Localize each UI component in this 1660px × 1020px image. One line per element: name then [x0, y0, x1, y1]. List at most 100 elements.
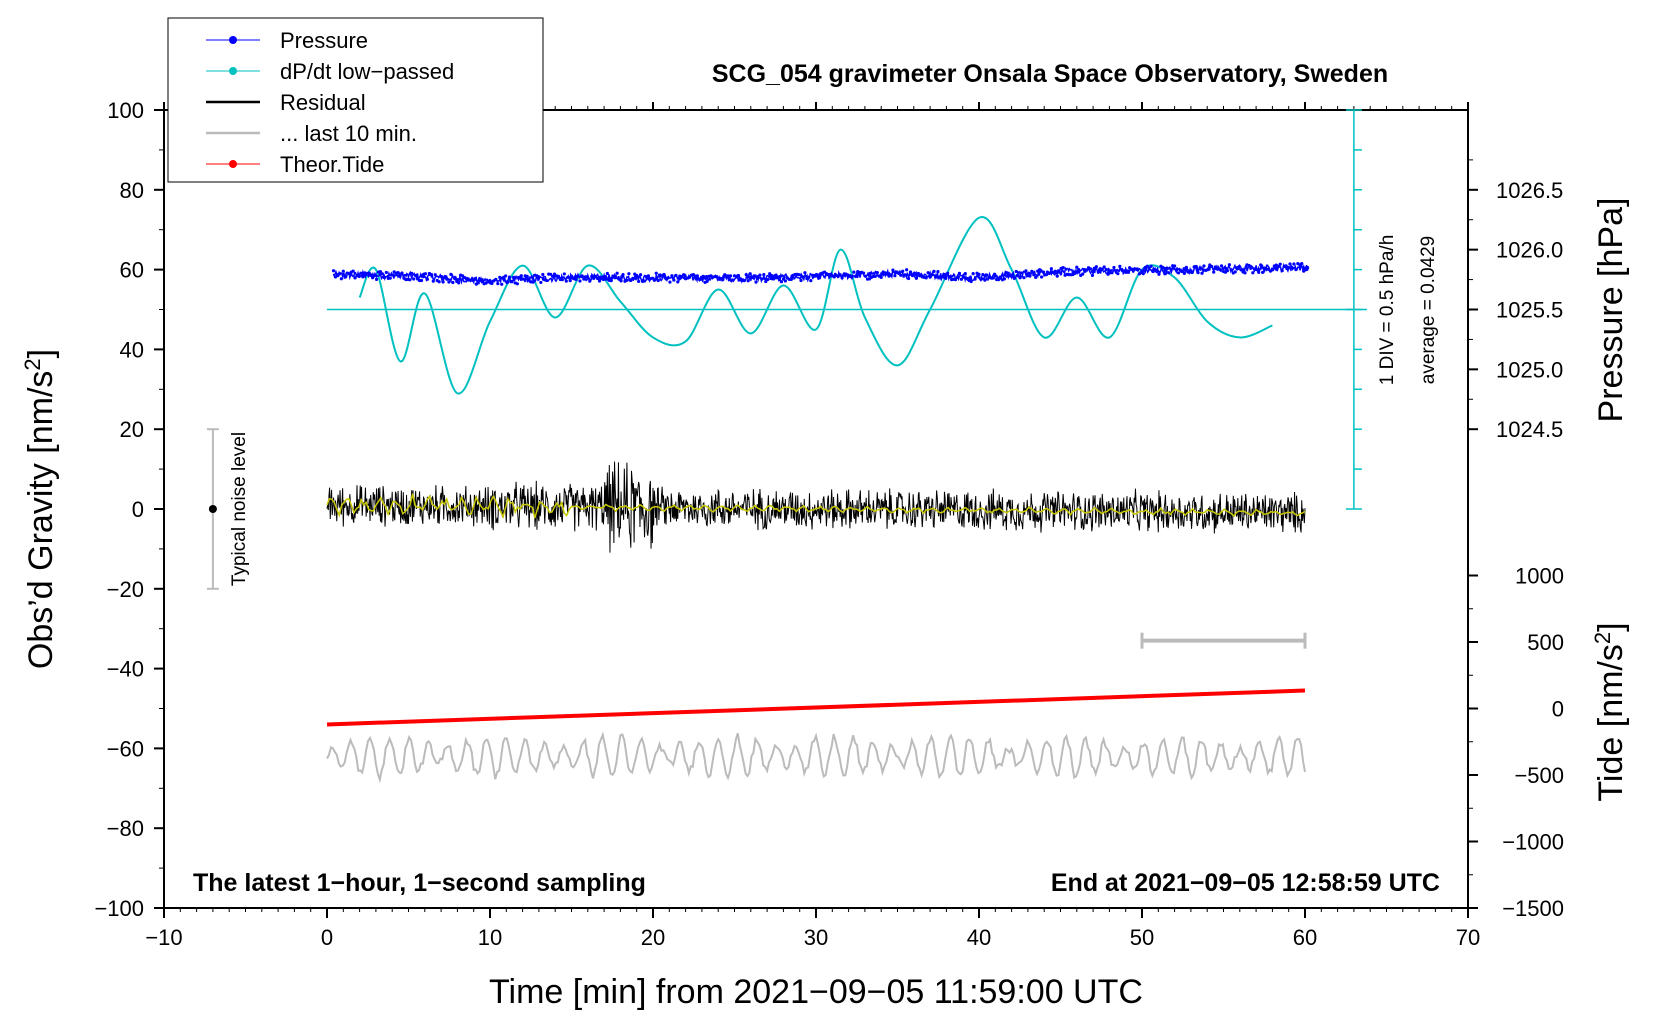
- pressure-point: [457, 281, 461, 285]
- pressure-point: [1276, 265, 1280, 269]
- x-tick-label: 70: [1456, 925, 1480, 950]
- pressure-point: [388, 276, 392, 280]
- pressure-point: [799, 278, 803, 283]
- pressure-point: [550, 274, 555, 278]
- pressure-point: [552, 272, 557, 276]
- pressure-tick-label: 1025.5: [1496, 298, 1563, 323]
- pressure-point: [372, 274, 377, 278]
- pressure-point: [574, 277, 578, 282]
- pressure-point: [1251, 271, 1255, 275]
- y-tick-label: −40: [107, 657, 144, 682]
- pressure-point: [838, 273, 842, 277]
- pressure-point: [650, 276, 654, 280]
- y-tick-label: −20: [107, 577, 144, 602]
- pressure-point: [566, 275, 570, 279]
- pressure-point: [635, 273, 639, 278]
- pressure-point: [343, 275, 347, 279]
- residual-smoothed-line: [326, 493, 1306, 520]
- pressure-point: [936, 270, 940, 274]
- pressure-point: [1022, 276, 1026, 280]
- pressure-point: [359, 271, 363, 275]
- pressure-point: [1300, 262, 1304, 266]
- pressure-point: [627, 272, 631, 276]
- pressure-point: [1100, 267, 1104, 271]
- pressure-point: [1290, 265, 1294, 270]
- pressure-point: [419, 278, 424, 283]
- pressure-point: [863, 274, 868, 278]
- pressure-point: [609, 279, 613, 283]
- pressure-point: [597, 279, 602, 283]
- pressure-point: [807, 275, 811, 279]
- pressure-point: [1217, 267, 1222, 271]
- x-axis-title: Time [min] from 2021−09−05 11:59:00 UTC: [489, 973, 1143, 1011]
- pressure-point: [1081, 272, 1085, 276]
- pressure-point: [498, 275, 502, 279]
- pressure-point: [631, 276, 635, 280]
- pressure-point: [772, 277, 776, 281]
- pressure-point: [1280, 268, 1284, 273]
- pressure-point: [850, 275, 854, 279]
- pressure-point: [783, 279, 787, 283]
- pressure-point: [339, 277, 343, 281]
- pressure-point: [425, 277, 430, 281]
- pressure-point: [682, 273, 686, 277]
- pressure-point: [527, 278, 531, 282]
- pressure-point: [979, 277, 983, 281]
- pressure-point: [1039, 275, 1044, 279]
- pressure-point: [515, 282, 519, 286]
- y-left-main: Obs’d Gravity [nm/s: [22, 371, 60, 670]
- pressure-point: [476, 281, 480, 285]
- last10-series-line: [326, 731, 1306, 784]
- pressure-point: [766, 277, 770, 282]
- pressure-tick-label: 1024.5: [1496, 417, 1563, 442]
- legend-label: dP/dt low−passed: [280, 59, 454, 84]
- pressure-point: [946, 271, 950, 275]
- pressure-point: [1034, 275, 1038, 280]
- pressure-point: [1155, 270, 1159, 274]
- pressure-point: [443, 274, 447, 279]
- pressure-point: [983, 278, 987, 282]
- pressure-point: [1061, 266, 1065, 270]
- pressure-point: [758, 273, 762, 277]
- pressure-point: [408, 278, 412, 282]
- legend-label: Theor.Tide: [280, 152, 384, 177]
- pressure-point: [746, 279, 750, 283]
- pressure-point: [1169, 267, 1173, 271]
- pressure-point: [488, 279, 492, 283]
- div-label: 1 DIV = 0.5 hPa/h: [1377, 235, 1398, 386]
- pressure-point: [1202, 264, 1206, 268]
- pressure-point: [351, 269, 355, 273]
- pressure-point: [1239, 268, 1243, 272]
- pressure-point: [451, 280, 455, 285]
- pressure-point: [629, 278, 633, 283]
- pressure-point: [1094, 265, 1098, 269]
- pressure-point: [736, 273, 741, 278]
- pressure-point: [901, 269, 905, 273]
- pressure-point: [1028, 274, 1032, 278]
- pressure-point: [1257, 270, 1261, 274]
- pressure-point: [1024, 269, 1028, 273]
- pressure-point: [605, 271, 609, 276]
- pressure-point: [1135, 267, 1140, 271]
- pressure-point: [916, 271, 920, 276]
- pressure-point: [525, 274, 529, 278]
- y-left-end: ]: [22, 349, 60, 358]
- pressure-point: [1219, 264, 1224, 268]
- pressure-point: [361, 275, 365, 279]
- pressure-point: [390, 273, 394, 277]
- y-tick-label: 40: [120, 337, 144, 362]
- pressure-point: [797, 273, 801, 277]
- pressure-point: [439, 274, 443, 279]
- pressure-point: [1233, 270, 1237, 274]
- pressure-point: [1102, 265, 1106, 269]
- pressure-point: [1194, 264, 1198, 269]
- series-layer: [326, 216, 1367, 784]
- pressure-point: [595, 276, 600, 281]
- pressure-point: [789, 277, 793, 282]
- pressure-point: [903, 273, 907, 277]
- pressure-point: [1096, 270, 1100, 274]
- pressure-point: [1249, 266, 1253, 270]
- pressure-point: [930, 273, 934, 277]
- pressure-point: [1200, 271, 1204, 275]
- pressure-point: [1255, 268, 1259, 272]
